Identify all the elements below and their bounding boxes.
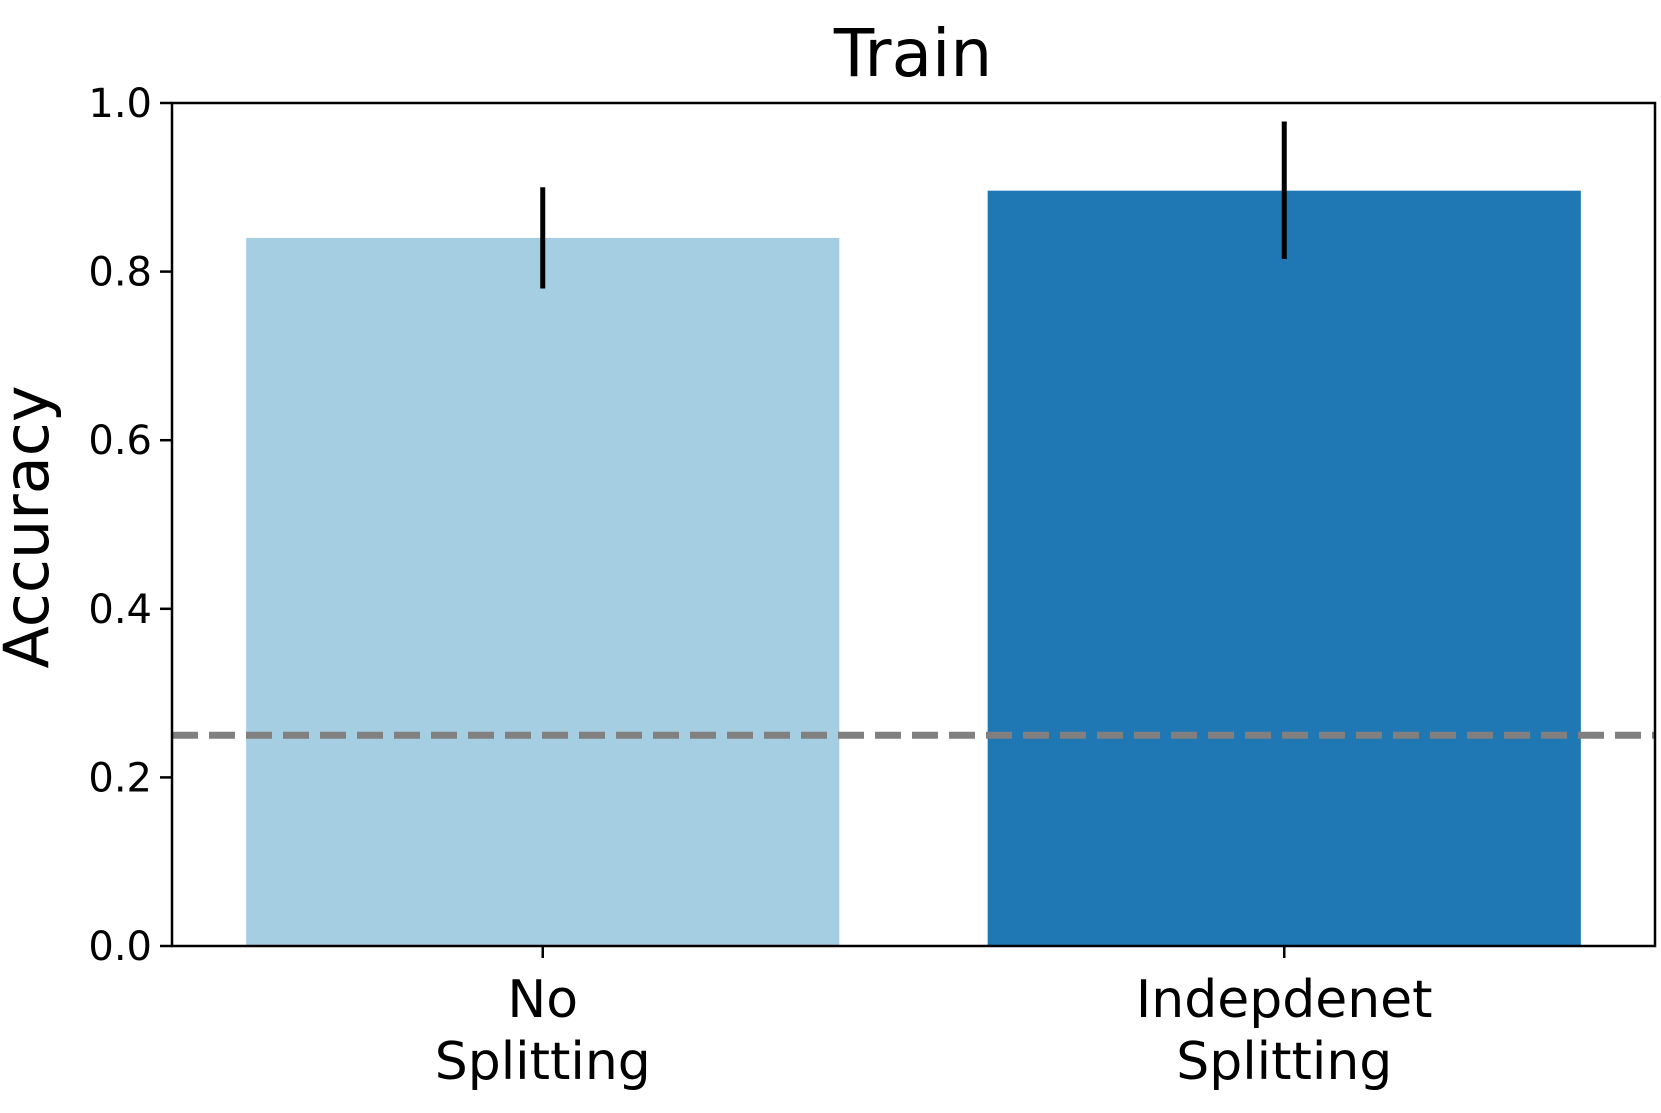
y-tick-label: 0.4 [88, 587, 152, 633]
x-tick-label: Indepdenet Splitting [1136, 970, 1433, 1092]
y-tick-label: 0.6 [88, 418, 152, 464]
plot-frame [170, 101, 1657, 948]
x-tick-label: No Splitting [435, 970, 651, 1092]
chart-title: Train [833, 15, 992, 92]
x-tick-label-line: Splitting [435, 1032, 651, 1092]
y-axis-label: Accuracy [0, 385, 63, 668]
y-tick-label: 0.8 [88, 250, 152, 296]
y-tick-label: 0.2 [88, 755, 152, 801]
x-tick-label-line: Indepdenet [1136, 970, 1433, 1030]
bar-0 [246, 237, 840, 946]
y-tick-label: 0.0 [88, 924, 152, 970]
y-tick-label: 1.0 [88, 81, 152, 127]
bar-1 [987, 190, 1581, 946]
x-tick-label-line: No [507, 970, 578, 1030]
x-tick-label-line: Splitting [1176, 1032, 1392, 1092]
